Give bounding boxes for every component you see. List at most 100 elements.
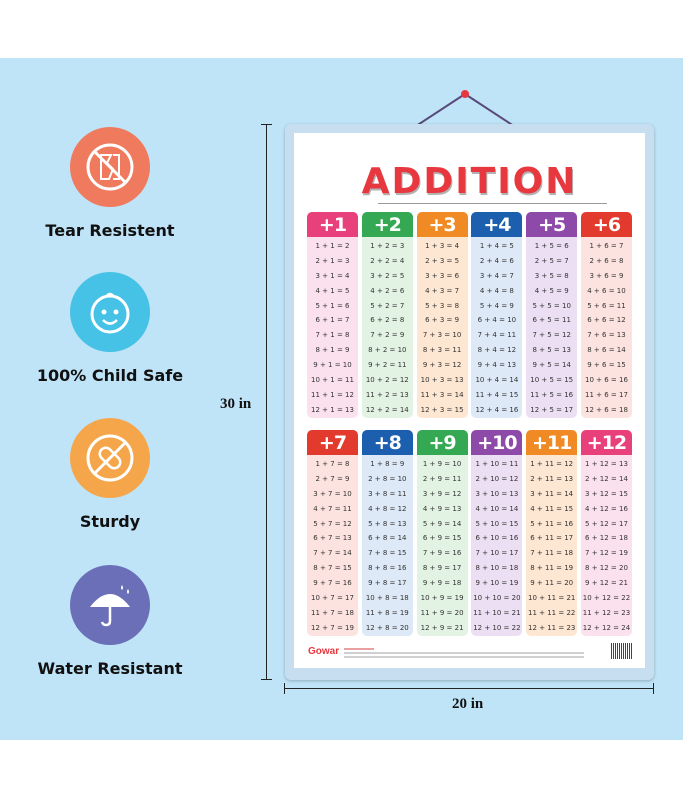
equation-row: 7 + 9 = 16 xyxy=(422,549,462,558)
equation-row: 1 + 2 = 3 xyxy=(370,242,405,250)
equation-row: 8 + 7 = 15 xyxy=(313,564,352,573)
equation-row: 3 + 2 = 5 xyxy=(370,271,405,280)
table-grid-bottom: +7 1 + 7 = 8 2 + 7 = 9 3 + 7 = 10 4 + 7 = 11… xyxy=(307,430,632,636)
equation-row: 1 + 1 = 2 xyxy=(315,242,350,250)
equation-row: 10 + 3 = 13 xyxy=(420,376,464,385)
height-dimension-label: 30 in xyxy=(220,396,252,412)
feature-label: Tear Resistent xyxy=(45,221,175,240)
equation-row: 11 + 3 = 14 xyxy=(420,390,464,399)
equation-row: 4 + 7 = 11 xyxy=(313,504,352,513)
equation-row: 3 + 8 = 11 xyxy=(368,489,407,498)
table-header: +9 xyxy=(416,430,468,455)
equation-row: 8 + 6 = 14 xyxy=(587,346,626,355)
publisher-info xyxy=(344,648,584,660)
width-dimension-label: 20 in xyxy=(452,696,484,712)
equation-row: 8 + 10 = 18 xyxy=(475,564,519,573)
equation-row: 3 + 4 = 7 xyxy=(479,271,514,280)
equation-row: 4 + 10 = 14 xyxy=(475,504,519,513)
table-header: +12 xyxy=(580,430,632,455)
addition-table-4: +4 1 + 4 = 5 2 + 4 = 6 3 + 4 = 7 4 + 4 = 8 5 … xyxy=(471,212,523,418)
addition-table-8: +8 1 + 8 = 9 2 + 8 = 10 3 + 8 = 11 4 + 8 = 1… xyxy=(361,430,413,636)
equation-row: 3 + 3 = 6 xyxy=(425,271,460,280)
equation-row: 8 + 12 = 20 xyxy=(585,564,628,573)
equation-row: 11 + 9 = 20 xyxy=(420,608,464,617)
feature-label: Water Resistant xyxy=(37,659,183,678)
equation-row: 2 + 2 = 4 xyxy=(370,256,405,265)
equation-row: 4 + 12 = 16 xyxy=(585,504,628,513)
equation-row: 7 + 5 = 12 xyxy=(532,331,571,340)
table-header: +8 xyxy=(361,430,413,455)
equation-row: 9 + 9 = 18 xyxy=(422,579,462,588)
equation-row: 1 + 4 = 5 xyxy=(479,242,514,250)
equation-row: 10 + 12 = 22 xyxy=(582,594,631,603)
equation-row: 12 + 8 = 20 xyxy=(365,623,409,632)
equation-row: 4 + 3 = 7 xyxy=(425,286,460,295)
table-header: +11 xyxy=(526,430,578,455)
equation-row: 12 + 2 = 14 xyxy=(365,405,409,414)
equation-row: 3 + 1 = 4 xyxy=(315,271,350,280)
equation-row: 10 + 2 = 12 xyxy=(365,376,409,385)
equation-row: 7 + 11 = 18 xyxy=(530,549,574,558)
addition-table-11: +11 1 + 11 = 12 2 + 11 = 13 3 + 11 = 14 4 + … xyxy=(526,430,578,636)
equation-row: 9 + 6 = 15 xyxy=(587,361,626,370)
equation-row: 11 + 2 = 13 xyxy=(365,390,409,399)
feature-sturdy: Sturdy xyxy=(0,418,220,531)
feature-tear-resistant: Tear Resistent xyxy=(0,127,220,240)
equation-row: 1 + 8 = 9 xyxy=(370,460,405,468)
feature-child-safe: 100% Child Safe xyxy=(0,272,220,385)
brand-logo: Gowar xyxy=(308,646,340,657)
equation-row: 10 + 4 = 14 xyxy=(475,376,519,385)
equation-row: 11 + 4 = 15 xyxy=(475,390,519,399)
equation-row: 2 + 7 = 9 xyxy=(315,474,350,483)
equation-row: 4 + 6 = 10 xyxy=(587,286,626,295)
height-dimension-line xyxy=(261,124,272,680)
equation-row: 1 + 12 = 13 xyxy=(585,460,628,468)
equation-row: 5 + 8 = 13 xyxy=(368,519,407,528)
equation-row: 10 + 7 = 17 xyxy=(311,594,354,603)
equation-row: 10 + 6 = 16 xyxy=(585,376,628,385)
equation-row: 4 + 5 = 9 xyxy=(534,286,569,295)
equation-row: 9 + 8 = 17 xyxy=(368,579,407,588)
equation-row: 5 + 6 = 11 xyxy=(587,301,626,310)
equation-row: 12 + 6 = 18 xyxy=(585,405,628,414)
table-header: +2 xyxy=(361,212,413,237)
equation-row: 2 + 8 = 10 xyxy=(368,474,407,483)
equation-row: 5 + 2 = 7 xyxy=(370,301,405,310)
equation-row: 9 + 7 = 16 xyxy=(313,579,352,588)
equation-row: 5 + 7 = 12 xyxy=(313,519,352,528)
equation-row: 6 + 4 = 10 xyxy=(477,316,517,325)
equation-row: 7 + 8 = 15 xyxy=(368,549,407,558)
equation-row: 1 + 6 = 7 xyxy=(589,242,624,250)
equation-row: 3 + 10 = 13 xyxy=(475,489,519,498)
addition-table-10: +10 1 + 10 = 11 2 + 10 = 12 3 + 10 = 13 4 + … xyxy=(471,430,523,636)
addition-table-3: +3 1 + 3 = 4 2 + 3 = 5 3 + 3 = 6 4 + 3 = 7 5 … xyxy=(416,212,468,418)
equation-row: 6 + 10 = 16 xyxy=(475,534,519,543)
equation-row: 7 + 10 = 17 xyxy=(475,549,519,558)
table-header: +10 xyxy=(471,430,523,455)
equation-row: 11 + 6 = 17 xyxy=(585,390,628,399)
equation-row: 3 + 11 = 14 xyxy=(530,489,574,498)
torn-paper-icon xyxy=(70,127,150,207)
equation-row: 6 + 7 = 13 xyxy=(313,534,352,543)
equation-row: 1 + 10 = 11 xyxy=(475,460,519,468)
equation-row: 6 + 12 = 18 xyxy=(585,534,628,543)
equation-row: 10 + 5 = 15 xyxy=(530,376,574,385)
table-grid-top: +1 1 + 1 = 2 2 + 1 = 3 3 + 1 = 4 4 + 1 = 5 5 … xyxy=(307,212,632,418)
equation-row: 6 + 2 = 8 xyxy=(370,316,405,325)
equation-row: 2 + 3 = 5 xyxy=(425,256,460,265)
equation-row: 10 + 10 = 20 xyxy=(473,594,521,603)
equation-row: 2 + 12 = 14 xyxy=(585,474,628,483)
equation-row: 3 + 7 = 10 xyxy=(313,489,352,498)
table-header: +1 xyxy=(307,212,358,237)
addition-table-7: +7 1 + 7 = 8 2 + 7 = 9 3 + 7 = 10 4 + 7 = 11… xyxy=(307,430,358,636)
equation-row: 8 + 2 = 10 xyxy=(368,346,407,355)
equation-row: 10 + 8 = 18 xyxy=(365,594,409,603)
equation-row: 9 + 5 = 14 xyxy=(532,361,571,370)
equation-row: 1 + 7 = 8 xyxy=(315,460,350,468)
equation-row: 1 + 11 = 12 xyxy=(530,460,574,468)
equation-row: 6 + 1 = 7 xyxy=(315,316,350,325)
equation-row: 3 + 9 = 12 xyxy=(422,489,462,498)
equation-row: 8 + 5 = 13 xyxy=(532,346,571,355)
equation-row: 8 + 8 = 16 xyxy=(368,564,407,573)
addition-poster: ADDITION +1 1 + 1 = 2 2 + 1 = 3 3 + 1 = 4 4 … xyxy=(285,124,654,680)
